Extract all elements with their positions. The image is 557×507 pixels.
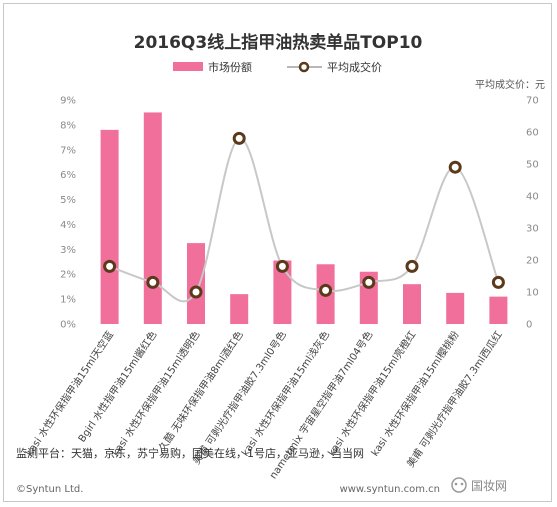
- right-tick-label: 70: [526, 96, 539, 107]
- right-axis-title: 平均成交价：元: [475, 78, 545, 91]
- copyright: ©Syntun Ltd.: [16, 484, 83, 495]
- right-tick-label: 20: [526, 256, 539, 267]
- category-label: 久酷 无味环保指甲油8ml酒红色: [155, 328, 245, 453]
- right-tick-label: 30: [526, 224, 539, 235]
- price-marker: [189, 285, 203, 299]
- left-axis: 0% 1% 2% 3% 4% 5% 6% 7% 8% 9%: [60, 96, 76, 331]
- price-marker: [275, 259, 289, 273]
- watermark: 国妆网: [451, 477, 507, 493]
- price-line: [109, 137, 500, 303]
- price-marker: [103, 259, 117, 273]
- right-axis: 0 10 20 30 40 50 60 70: [526, 96, 539, 331]
- category-label: kasi 水性环保指甲油15ml天空蓝: [22, 328, 116, 458]
- legend-price-label: 平均成交价: [327, 60, 382, 74]
- category-label: kasi 水性环保指甲油15ml浅灰色: [238, 328, 332, 458]
- price-marker: [405, 259, 419, 273]
- left-tick-label: 5%: [60, 195, 76, 206]
- left-tick-label: 1%: [60, 295, 76, 306]
- category-label: kasi 水性环保指甲油15ml樱桃粉: [368, 328, 462, 458]
- left-tick-label: 7%: [60, 145, 76, 156]
- bars: [100, 112, 508, 324]
- price-marker: [448, 160, 462, 174]
- legend-marker-swatch: [298, 61, 310, 73]
- price-markers: [103, 131, 505, 299]
- left-tick-label: 6%: [60, 170, 76, 181]
- share-bar: [403, 284, 421, 324]
- category-label: Bgirl 水性指甲油15ml酱红色: [75, 328, 159, 444]
- right-tick-label: 60: [526, 128, 539, 139]
- category-label: kasi 水性环保指甲油15ml亮橙红: [325, 328, 419, 458]
- right-tick-label: 50: [526, 160, 539, 171]
- share-bar: [273, 260, 292, 324]
- share-bar: [230, 294, 249, 324]
- share-bar: [446, 292, 465, 324]
- left-tick-label: 2%: [60, 270, 76, 281]
- share-bar: [489, 296, 508, 324]
- right-tick-label: 40: [526, 192, 539, 203]
- left-tick-label: 8%: [60, 120, 76, 131]
- price-marker: [146, 275, 160, 289]
- watermark-text: 国妆网: [471, 479, 507, 493]
- right-tick-label: 0: [526, 320, 532, 331]
- price-marker: [319, 283, 333, 297]
- wechat-icon: [451, 477, 467, 493]
- legend: 市场份额 平均成交价: [173, 60, 382, 74]
- chart-title: 2016Q3线上指甲油热卖单品TOP10: [134, 32, 423, 53]
- platform-note: 监测平台：天猫，京东，苏宁易购，国美在线，1号店，亚马逊，当当网: [16, 446, 364, 460]
- legend-share-label: 市场份额: [208, 60, 252, 74]
- category-label: kasi 水性环保指甲油15ml透明色: [109, 328, 203, 458]
- left-tick-label: 9%: [60, 96, 76, 107]
- price-marker: [491, 275, 505, 289]
- share-bar: [143, 112, 162, 324]
- left-tick-label: 4%: [60, 220, 76, 231]
- category-label: 美甫 可剥光疗指甲油胶7.3ml0号色: [190, 328, 289, 466]
- share-bar: [187, 243, 205, 324]
- legend-bar-swatch: [173, 62, 203, 71]
- website: www.syntun.com.cn: [340, 484, 440, 495]
- price-marker: [362, 275, 376, 289]
- left-tick-label: 3%: [60, 245, 76, 256]
- price-marker: [232, 131, 246, 145]
- right-tick-label: 10: [526, 288, 539, 299]
- share-bar: [100, 129, 119, 324]
- left-tick-label: 0%: [60, 320, 76, 331]
